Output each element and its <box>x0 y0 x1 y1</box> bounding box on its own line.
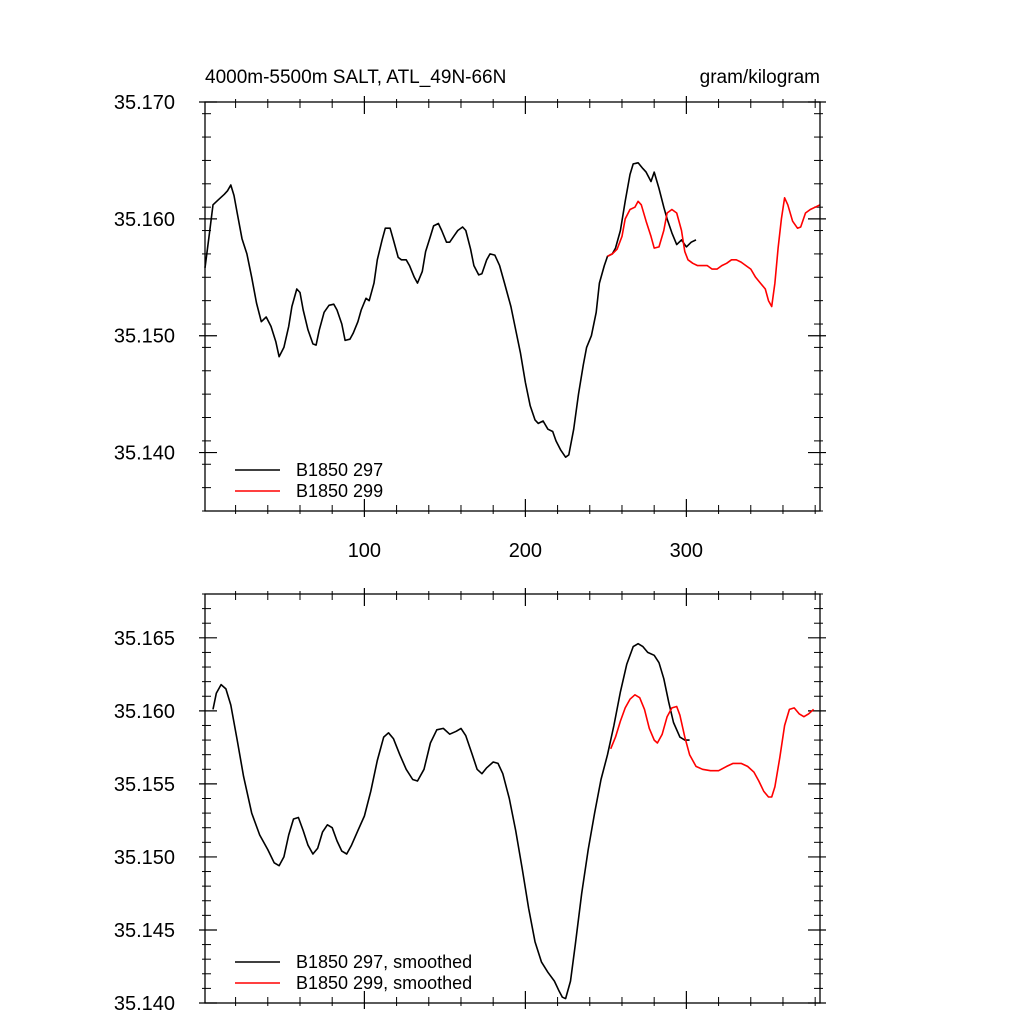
top-y-tick-labels: 35.140 35.150 35.160 35.170 <box>114 92 175 465</box>
top-series-line-b1850-299 <box>607 197 821 308</box>
smoothed-salinity-panel: 35.140 35.145 35.150 35.155 35.160 35.165 B18… <box>114 588 826 1015</box>
bottom-series-lines <box>212 642 815 1000</box>
top-series-line-b1850-297 <box>204 162 697 458</box>
legend-label-b1850-299-smoothed: B1850 299, smoothed <box>296 973 472 993</box>
bottom-y-tick-label: 35.160 <box>114 701 175 723</box>
bottom-y-tick-label: 35.140 <box>114 993 175 1015</box>
top-x-tick-label: 100 <box>348 540 381 562</box>
top-legend: B1850 297 B1850 299 <box>235 460 383 501</box>
top-x-tick-label: 200 <box>509 540 542 562</box>
top-tick-marks <box>199 96 826 517</box>
bottom-tick-marks <box>199 588 826 1009</box>
units-label: gram/kilogram <box>700 67 820 88</box>
legend-label-b1850-297: B1850 297 <box>296 460 383 480</box>
bottom-y-tick-label: 35.165 <box>114 628 175 650</box>
top-plot-frame <box>204 101 821 512</box>
bottom-y-tick-label: 35.150 <box>114 847 175 869</box>
bottom-plot-frame <box>204 593 821 1004</box>
top-x-tick-labels: 100 200 300 <box>348 540 703 562</box>
legend-label-b1850-299: B1850 299 <box>296 481 383 501</box>
top-y-tick-label: 35.160 <box>114 209 175 231</box>
bottom-series-line-b1850-297-smoothed <box>212 642 690 1000</box>
bottom-series-line-b1850-299-smoothed <box>609 694 815 798</box>
raw-salinity-panel: 4000m-5500m SALT, ATL_49N-66N gram/kilog… <box>114 67 826 562</box>
bottom-y-tick-label: 35.145 <box>114 920 175 942</box>
legend-label-b1850-297-smoothed: B1850 297, smoothed <box>296 952 472 972</box>
bottom-legend: B1850 297, smoothed B1850 299, smoothed <box>235 952 472 993</box>
top-y-tick-label: 35.150 <box>114 326 175 348</box>
top-y-tick-label: 35.170 <box>114 92 175 114</box>
top-y-tick-label: 35.140 <box>114 443 175 465</box>
chart-title: 4000m-5500m SALT, ATL_49N-66N <box>205 67 506 88</box>
top-series-lines <box>204 162 821 458</box>
bottom-y-tick-label: 35.155 <box>114 774 175 796</box>
bottom-y-tick-labels: 35.140 35.145 35.150 35.155 35.160 35.165 <box>114 628 175 1015</box>
top-x-tick-label: 300 <box>670 540 703 562</box>
